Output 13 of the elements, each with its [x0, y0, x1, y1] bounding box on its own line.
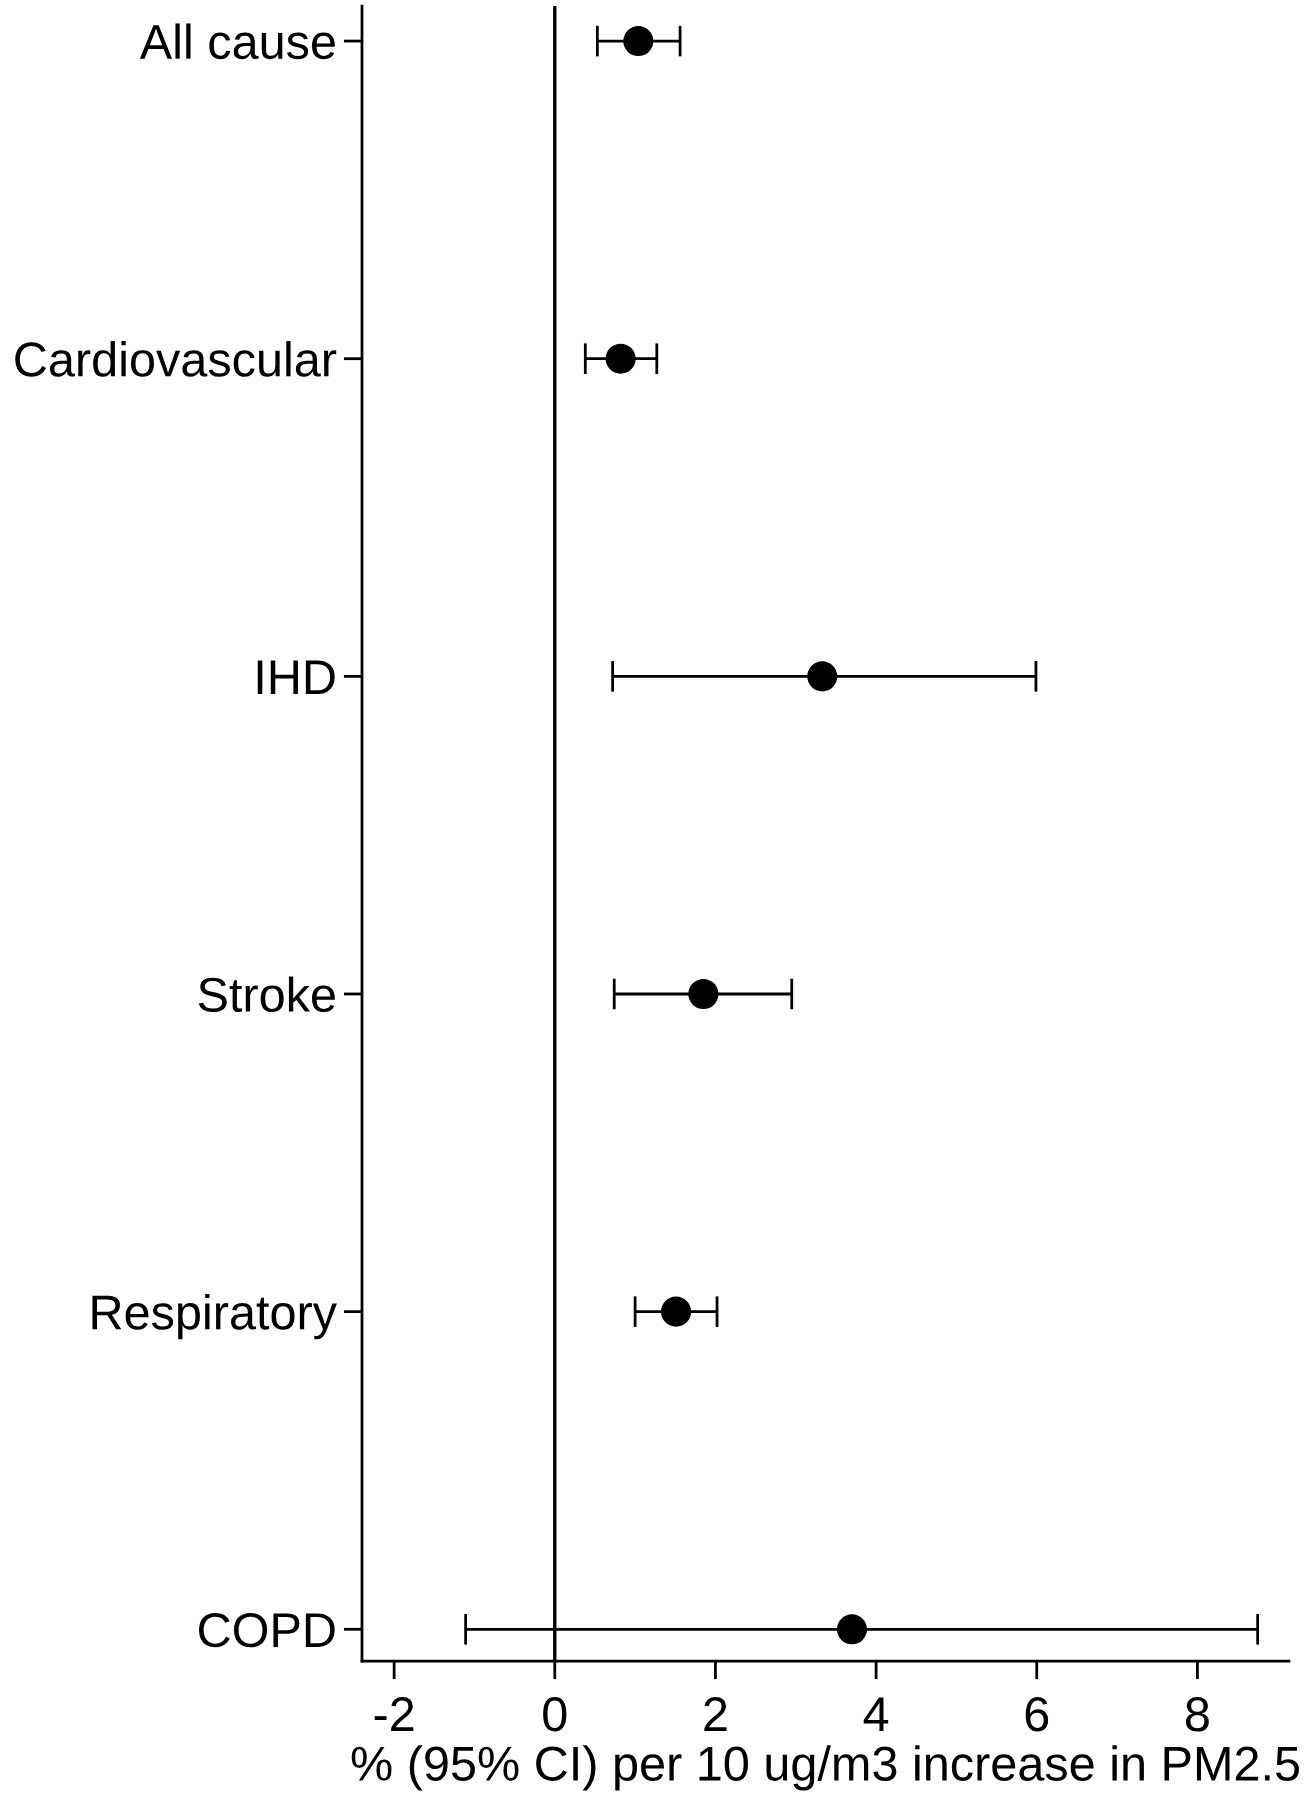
y-tick-label: Respiratory	[92, 1294, 337, 1340]
x-tick-label: 0	[543, 1697, 567, 1732]
x-tick-label: -2	[374, 1697, 414, 1731]
y-tick-label: IHD	[257, 660, 335, 694]
x-tick-label: 8	[1185, 1697, 1209, 1732]
y-tick-label: All cause	[139, 23, 335, 60]
y-tick-label: COPD	[199, 1612, 335, 1648]
y-tick-label: Stroke	[198, 976, 335, 1013]
x-axis-title: % (95% CI) per 10 ug/m3 increase in PM2.5	[351, 1745, 1299, 1791]
y-tick-label: Cardiovascular	[15, 341, 337, 377]
x-tick-label: 2	[704, 1697, 727, 1731]
x-tick-label: 4	[863, 1697, 889, 1731]
x-tick-label: 6	[1025, 1697, 1049, 1732]
